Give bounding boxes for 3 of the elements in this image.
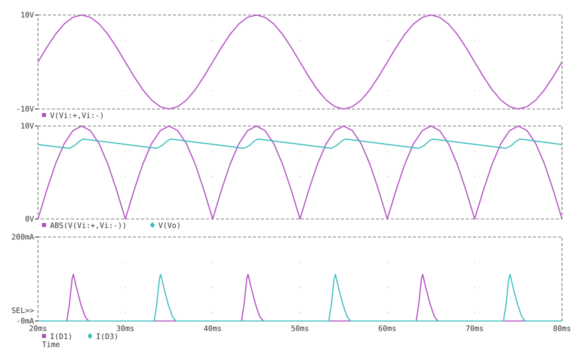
line-series [37,138,563,149]
line-series [37,14,563,110]
line-series [37,125,563,220]
